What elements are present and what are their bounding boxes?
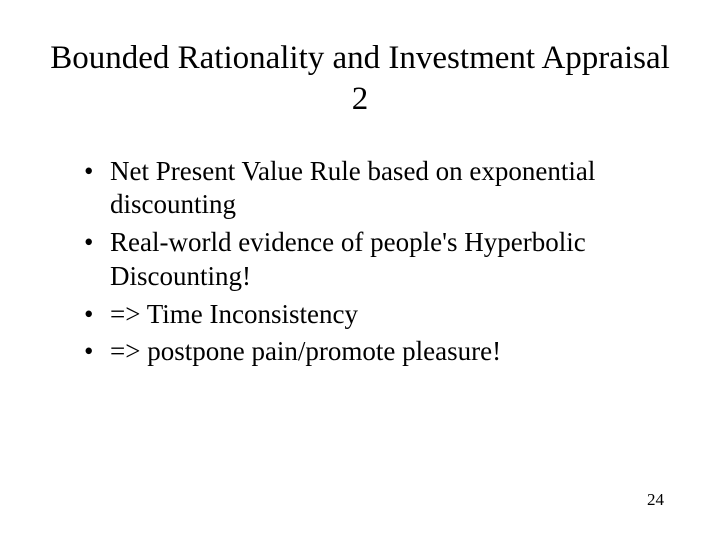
slide-title: Bounded Rationality and Investment Appra… — [50, 38, 670, 121]
list-item: => Time Inconsistency — [84, 298, 670, 332]
page-number: 24 — [647, 490, 664, 510]
list-item: Net Present Value Rule based on exponent… — [84, 155, 670, 223]
bullet-list: Net Present Value Rule based on exponent… — [50, 155, 670, 370]
list-item: => postpone pain/promote pleasure! — [84, 335, 670, 369]
list-item: Real-world evidence of people's Hyperbol… — [84, 226, 670, 294]
